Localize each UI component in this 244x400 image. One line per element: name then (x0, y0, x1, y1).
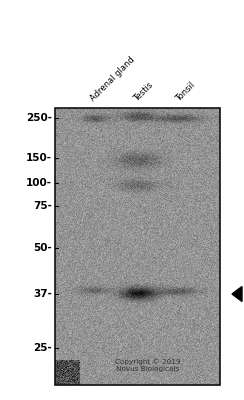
Text: Adrenal gland: Adrenal gland (89, 55, 137, 103)
Text: 250-: 250- (26, 113, 52, 123)
Text: 50-: 50- (33, 243, 52, 253)
Text: 37-: 37- (33, 289, 52, 299)
Text: Testis: Testis (132, 80, 154, 103)
Text: Tonsil: Tonsil (174, 80, 196, 103)
Text: 75-: 75- (33, 201, 52, 211)
Polygon shape (232, 286, 242, 302)
Bar (55, 108, 220, 385)
Text: 25-: 25- (33, 343, 52, 353)
Text: 100-: 100- (26, 178, 52, 188)
Text: 150-: 150- (26, 153, 52, 163)
Text: Copyright © 2019
Novus Biologicals: Copyright © 2019 Novus Biologicals (115, 358, 181, 372)
